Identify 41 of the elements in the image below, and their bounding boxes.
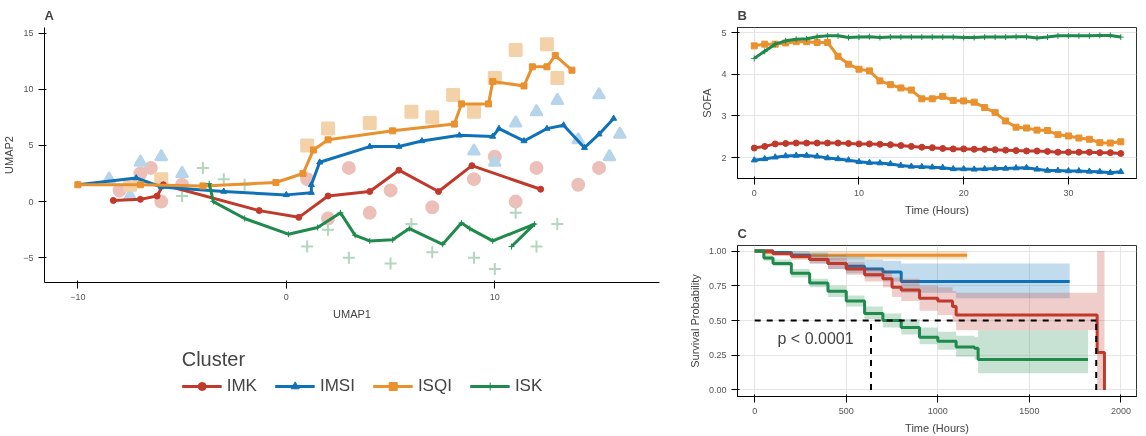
annotation: p < 0.0001 xyxy=(777,329,854,347)
y-axis-title: UMAP2 xyxy=(3,136,16,174)
y-tick-label: 15 xyxy=(23,28,34,39)
y-tick-label: 0.00 xyxy=(708,384,727,395)
y-tick-label: 2 xyxy=(721,152,727,163)
y-axis-title: SOFA xyxy=(701,87,714,118)
y-tick-label: 5 xyxy=(721,27,727,38)
x-tick-label: 1500 xyxy=(1019,405,1040,416)
y-tick-label: 10 xyxy=(23,84,34,95)
y-tick-label: 0.25 xyxy=(708,350,727,361)
legend-label: ISQI xyxy=(417,376,452,396)
y-tick-label: 1.00 xyxy=(708,246,727,257)
y-tick-label: 0.75 xyxy=(708,280,727,291)
legend-title: Cluster xyxy=(181,348,247,371)
y-tick-label: 4 xyxy=(721,69,727,80)
y-tick-label: 0 xyxy=(28,196,34,207)
x-tick-label: 0 xyxy=(752,405,758,416)
x-axis-title: Time (Hours) xyxy=(905,203,969,216)
y-axis-title: Survival Probability xyxy=(688,273,701,368)
x-tick-label: 1000 xyxy=(927,405,948,416)
chart-title: A xyxy=(44,7,55,23)
y-tick-label: 0.50 xyxy=(708,315,727,326)
x-tick-label: 0 xyxy=(751,187,757,198)
x-tick-label: 10 xyxy=(489,291,500,302)
x-tick-label: 30 xyxy=(1063,187,1074,198)
x-tick-label: 20 xyxy=(958,187,969,198)
chart-title: C xyxy=(737,225,748,241)
y-tick-label: −5 xyxy=(23,252,34,263)
x-axis-title: Time (Hours) xyxy=(905,421,969,434)
x-tick-label: 2000 xyxy=(1110,405,1131,416)
y-tick-label: 3 xyxy=(721,110,727,121)
legend-label: ISK xyxy=(514,376,543,396)
legend-label: IMSI xyxy=(319,376,355,396)
y-tick-label: 5 xyxy=(28,140,34,151)
x-tick-label: 10 xyxy=(853,187,864,198)
chart-title: B xyxy=(737,7,747,23)
legend-label: IMK xyxy=(226,376,257,396)
x-tick-label: −10 xyxy=(70,291,86,302)
x-axis-title: UMAP1 xyxy=(333,307,371,320)
x-tick-label: 0 xyxy=(283,291,289,302)
x-tick-label: 500 xyxy=(838,405,854,416)
